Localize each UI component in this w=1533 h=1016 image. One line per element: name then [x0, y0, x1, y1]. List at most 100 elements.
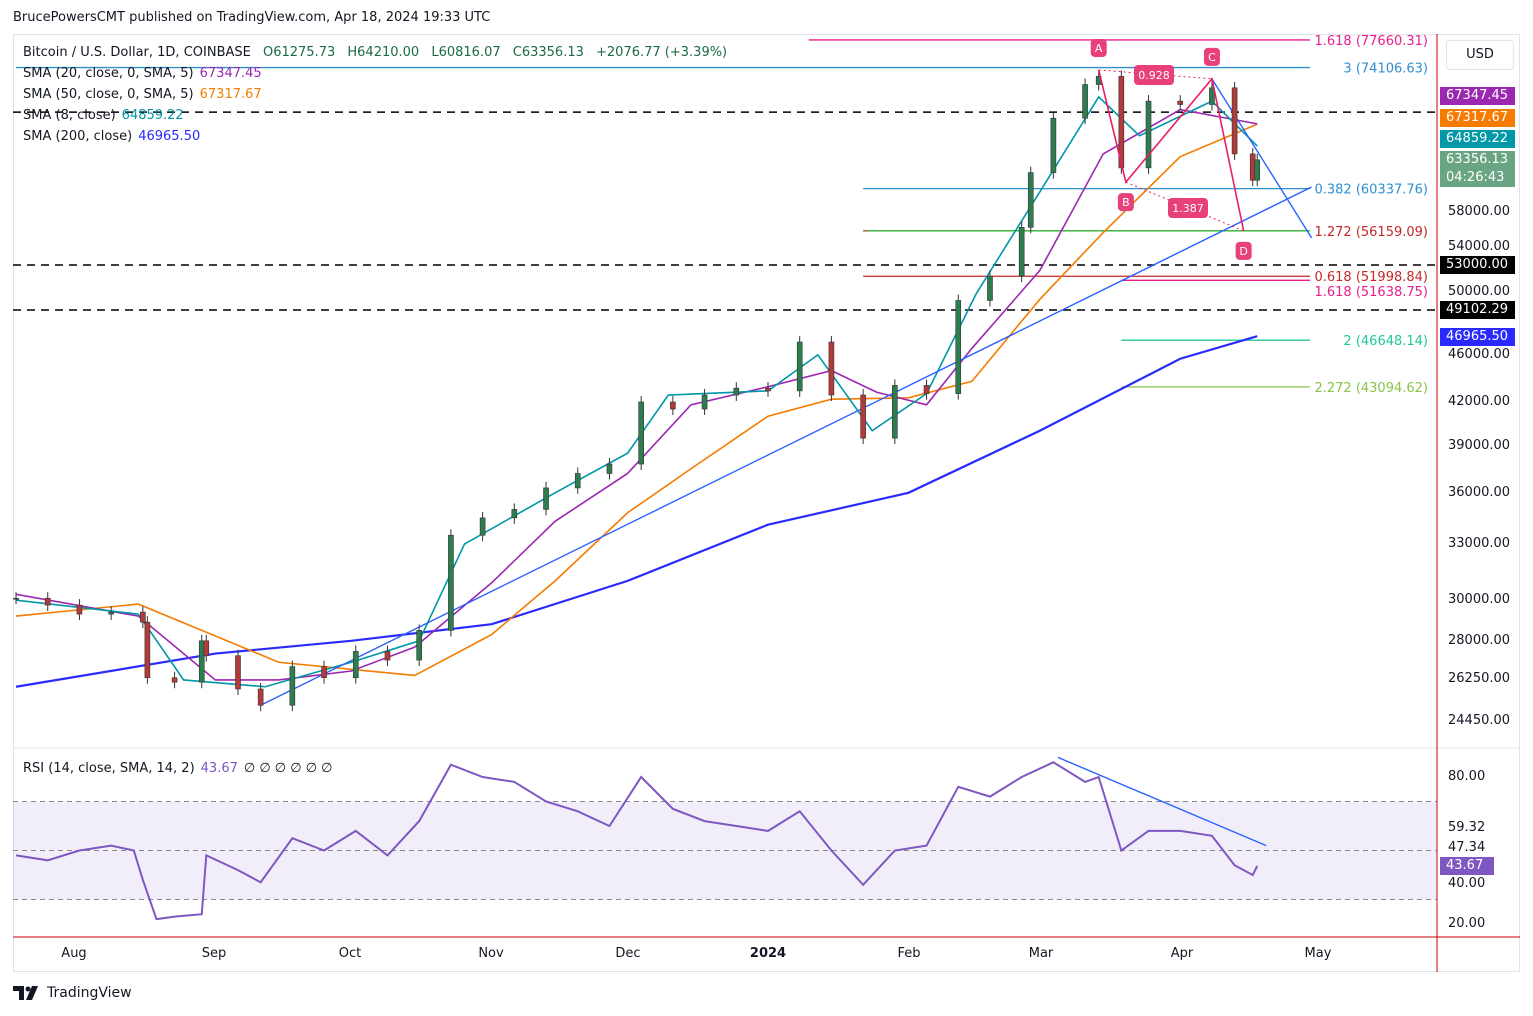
candle-body [923, 385, 930, 394]
candle-body [701, 394, 708, 410]
pattern-point-label: C [1208, 51, 1216, 64]
candle-body [574, 473, 581, 489]
time-tick-label: Oct [338, 946, 362, 961]
candle-body [1050, 117, 1057, 173]
pattern-ratio-label: 1.387 [1172, 202, 1204, 215]
time-tick-label: 2024 [749, 946, 787, 961]
candle-body [543, 487, 549, 510]
pattern-point-label: D [1239, 245, 1247, 258]
candle-body [171, 677, 178, 683]
pattern-ratio-label: 0.928 [1138, 69, 1170, 82]
tradingview-logo[interactable]: TradingView [13, 985, 132, 1001]
pattern-ratio-line [1125, 181, 1244, 232]
rsi-legend[interactable]: RSI (14, close, SMA, 14, 2) 43.67 ∅ ∅ ∅ ∅ … [23, 761, 332, 776]
candle-body [198, 640, 205, 683]
pattern-point-label: A [1095, 42, 1103, 55]
price-tick-label: 24450.00 [1448, 712, 1511, 728]
price-tick-label: 50000.00 [1448, 284, 1511, 299]
rsi-extra-values: ∅ ∅ ∅ ∅ ∅ ∅ [243, 761, 333, 776]
candle-body [257, 688, 264, 706]
time-tick-label: Feb [897, 946, 921, 961]
price-tag: 49102.29 [1440, 301, 1515, 319]
harmonic-pattern-line [1097, 69, 1245, 232]
candle-body [828, 341, 835, 396]
candle-body [987, 275, 993, 301]
candle-body [140, 611, 146, 623]
rsi-tick-label: 20.00 [1448, 916, 1486, 931]
sma-line-sma200 [15, 335, 1258, 688]
publisher-line: BrucePowersCMT published on TradingView.… [13, 10, 491, 25]
fib-level-label: 1.618 (77660.31) [1314, 34, 1428, 49]
rsi-value-tag: 43.67 [1440, 857, 1494, 875]
candle-body [955, 300, 962, 394]
candle-body [448, 534, 454, 631]
candle-body [606, 463, 613, 474]
candle-body [1027, 172, 1034, 228]
candle-body [289, 666, 296, 706]
price-tick-label: 33000.00 [1448, 536, 1511, 552]
indicator-label: SMA (200, close) [23, 129, 133, 144]
time-tick-label: May [1304, 946, 1332, 961]
price-tick-label: 54000.00 [1448, 239, 1511, 254]
price-tag: 53000.00 [1440, 256, 1515, 274]
pattern-point-badge [1203, 47, 1220, 66]
candle-body [670, 401, 676, 410]
candle-body [416, 630, 422, 661]
candle-body [1254, 159, 1261, 181]
pattern-point-label: B [1122, 196, 1130, 209]
rsi-tick-label: 47.34 [1448, 840, 1486, 855]
indicator-value: 46965.50 [138, 129, 201, 144]
symbol-legend: Bitcoin / U.S. Dollar, 1D, COINBASE O612… [23, 45, 727, 60]
rsi-tick-label: 80.00 [1448, 769, 1486, 784]
indicator-legend-sma20[interactable]: SMA (20, close, 0, SMA, 5) 67347.45 [23, 66, 262, 81]
candle-body [76, 604, 83, 615]
rsi-tick-label: 40.00 [1448, 876, 1486, 891]
fib-level-label: 1.272 (56159.09) [1314, 225, 1428, 240]
candle-body [1145, 100, 1152, 169]
pattern-point-badge [1117, 193, 1134, 212]
time-tick-label: Apr [1170, 946, 1194, 961]
time-tick-label: Nov [478, 946, 504, 961]
fib-level-label: 0.618 (51998.84) [1314, 270, 1428, 285]
indicator-label: SMA (20, close, 0, SMA, 5) [23, 66, 194, 81]
fib-level-label: 0.382 (60337.76) [1314, 183, 1428, 198]
time-tick-label: Mar [1028, 946, 1054, 961]
symbol-name: Bitcoin / U.S. Dollar, 1D, COINBASE [23, 45, 251, 60]
indicator-legend-sma50[interactable]: SMA (50, close, 0, SMA, 5) 67317.67 [23, 87, 262, 102]
price-tag: 64859.22 [1440, 130, 1515, 148]
price-tag: 46965.50 [1440, 328, 1515, 346]
price-tag: 67317.67 [1440, 109, 1515, 127]
candle-body [352, 651, 359, 679]
candle-body [108, 611, 114, 615]
candle-body [1177, 100, 1184, 105]
rsi-tick-label: 59.32 [1448, 819, 1486, 835]
brand-name: TradingView [47, 985, 132, 1001]
rsi-value: 43.67 [200, 761, 238, 776]
fib-level-label: 2.272 (43094.62) [1314, 381, 1428, 396]
price-tick-label: 42000.00 [1448, 393, 1511, 409]
indicator-label: SMA (50, close, 0, SMA, 5) [23, 87, 194, 102]
sma-line-sma8 [15, 95, 1258, 688]
candle-body [511, 509, 518, 519]
time-tick-label: Sep [201, 946, 227, 961]
indicator-legend-sma8[interactable]: SMA (8, close) 64859.22 [23, 108, 184, 123]
candle-body [733, 387, 740, 396]
fib-level-label: 2 (46648.14) [1343, 334, 1428, 349]
currency-button[interactable]: USD [1446, 40, 1514, 70]
candle-body [1082, 84, 1088, 119]
candle-body [860, 394, 866, 439]
rsi-line [15, 761, 1259, 921]
candle-body [13, 597, 19, 600]
chart-frame [13, 34, 1520, 972]
candle-body [203, 640, 210, 657]
fib-level-label: 1.618 (51638.75) [1314, 285, 1428, 300]
pattern-point-badge [1235, 241, 1252, 260]
indicator-value: 67317.67 [199, 87, 262, 102]
indicator-legend-sma200[interactable]: SMA (200, close) 46965.50 [23, 129, 200, 144]
indicator-value: 64859.22 [121, 108, 184, 123]
price-tag: 63356.13 04:26:43 [1440, 151, 1515, 187]
time-tick-label: Dec [615, 946, 641, 961]
candle-body [1231, 87, 1238, 155]
price-tick-label: 58000.00 [1448, 203, 1511, 219]
